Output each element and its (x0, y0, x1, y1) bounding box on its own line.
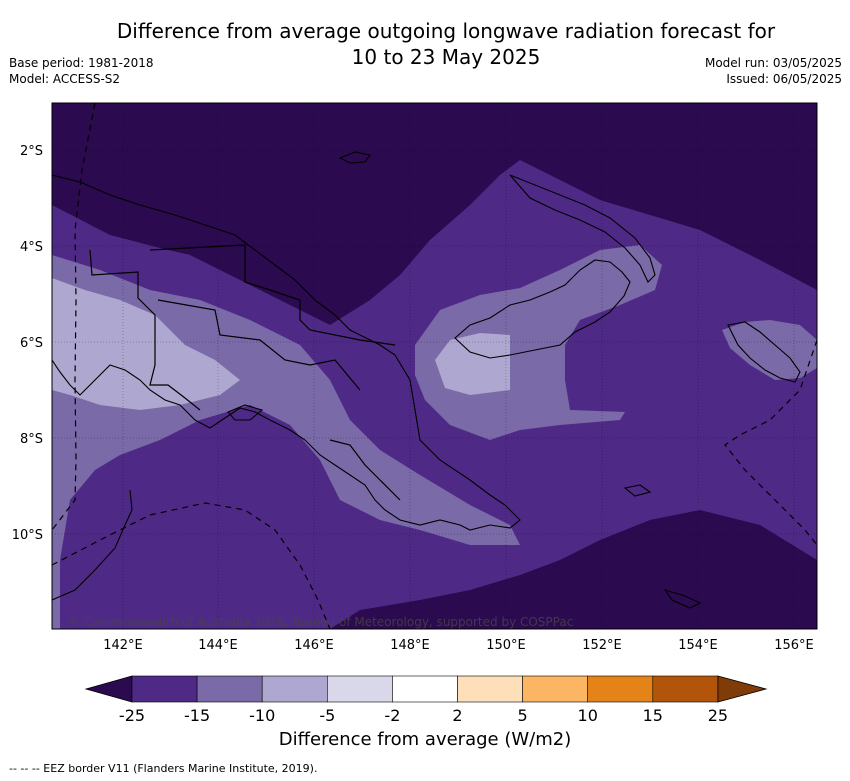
lat-label: 10°S (12, 528, 43, 543)
new-guinea-coast (52, 174, 521, 531)
band-minus-15-to-minus-10-east (722, 320, 817, 380)
base-period: Base period: 1981-2018 (9, 56, 154, 70)
colorbar-tick-label: 15 (643, 706, 663, 725)
lon-label: 152°E (582, 638, 622, 653)
border-central (157, 299, 361, 391)
eez-border-east (724, 339, 817, 546)
legend-title: Difference from average (W/m2) (278, 729, 572, 750)
lon-label: 154°E (678, 638, 718, 653)
colorbar-tick-label: -5 (319, 706, 335, 725)
new-britain-coast (454, 259, 631, 359)
band-minus-10-to-minus-5-central (435, 333, 510, 395)
border-west (89, 249, 201, 411)
lon-label: 142°E (103, 638, 143, 653)
lat-label: 6°S (20, 336, 43, 351)
colorbar-box (457, 675, 523, 703)
colorbar-tick-label: -25 (119, 706, 145, 725)
band-minus-10-to-minus-5-west (52, 278, 240, 410)
graticule (52, 103, 817, 629)
lat-label: 2°S (20, 144, 43, 159)
eez-legend-note: -- -- -- EEZ border V11 (Flanders Marine… (9, 762, 318, 775)
anomaly-field (52, 103, 817, 629)
model-name: Model: ACCESS-S2 (9, 72, 121, 86)
colorbar-tick-label: 25 (708, 706, 728, 725)
bougainville-coast (727, 321, 801, 383)
lon-label: 156°E (774, 638, 814, 653)
colorbar-box (196, 675, 263, 703)
province-borders (89, 244, 401, 501)
colorbar: -25 -15 -10 -5 -2 2 5 10 15 25 (84, 675, 768, 725)
new-ireland-coast (509, 174, 656, 283)
colorbar-box (522, 675, 588, 703)
colorbar-box (261, 675, 328, 703)
coastlines (52, 151, 801, 609)
copyright-text: © Commonwealth of Australia 2025, Bureau… (68, 615, 573, 629)
island-a (623, 484, 652, 497)
eez-border-west (52, 103, 96, 531)
colorbar-tick-label: 5 (518, 706, 528, 725)
lat-label: 4°S (20, 240, 43, 255)
island-c (227, 404, 264, 421)
lon-label: 146°E (294, 638, 334, 653)
australia-coast (52, 489, 133, 601)
colorbar-box (392, 675, 458, 703)
eez-border-south (52, 502, 331, 629)
colorbar-tick-label: -10 (249, 706, 275, 725)
colorbar-extend-high (717, 675, 768, 703)
colorbar-box (587, 675, 654, 703)
colorbar-tick-label: 10 (578, 706, 598, 725)
eez-borders (52, 103, 817, 629)
title-line-1: Difference from average outgoing longwav… (116, 19, 776, 43)
title-line-2: 10 to 23 May 2025 (351, 45, 541, 69)
issued-date: Issued: 06/05/2025 (726, 72, 842, 86)
lon-label: 148°E (390, 638, 430, 653)
border-south (329, 439, 401, 501)
map-frame (51, 102, 818, 630)
chart-title: Difference from average outgoing longwav… (60, 18, 832, 70)
colorbar-extend-low (84, 675, 133, 703)
colorbar-tick-label: -15 (184, 706, 210, 725)
border-north (149, 244, 396, 346)
colorbar-box (326, 675, 393, 703)
model-run: Model run: 03/05/2025 (704, 56, 842, 70)
meta-left: Base period: 1981-2018 Model: ACCESS-S2 (9, 55, 154, 87)
colorbar-box (131, 675, 198, 703)
lon-label: 144°E (198, 638, 238, 653)
manus-island (338, 151, 371, 164)
latitude-labels: 2°S 4°S 6°S 8°S 10°S (12, 144, 43, 543)
lat-label: 8°S (20, 432, 43, 447)
longitude-labels: 142°E 144°E 146°E 148°E 150°E 152°E 154°… (103, 638, 814, 653)
colorbar-tick-label: -2 (384, 706, 400, 725)
meta-right: Model run: 03/05/2025 Issued: 06/05/2025 (705, 55, 842, 87)
island-b (663, 589, 702, 609)
colorbar-box (652, 675, 719, 703)
colorbar-tick-label: 2 (452, 706, 462, 725)
lon-label: 150°E (486, 638, 526, 653)
